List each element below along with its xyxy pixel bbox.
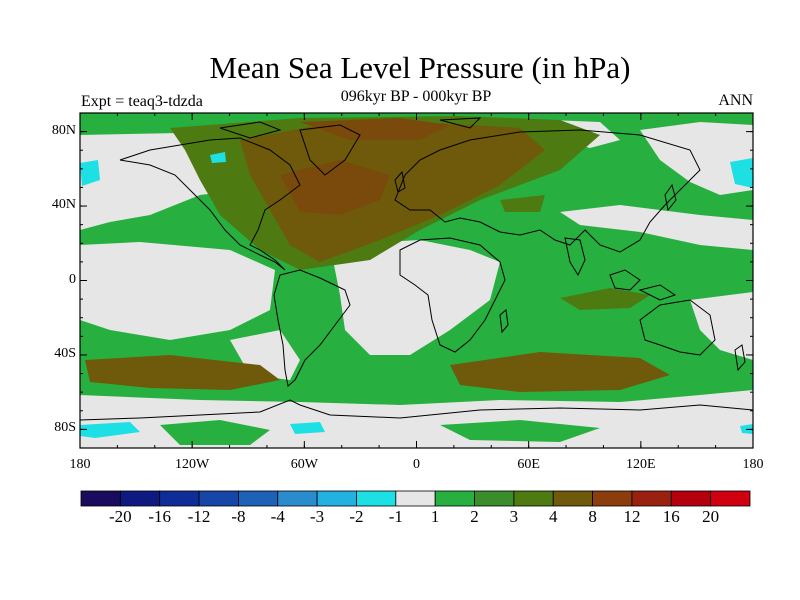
season-label: ANN (718, 92, 753, 109)
colorbar-label: 3 (509, 507, 519, 526)
field-cyan-pacific-east (730, 158, 753, 188)
lon-label: 0 (413, 457, 420, 472)
colorbar-swatch (159, 490, 200, 507)
colorbar-label: 8 (588, 507, 597, 526)
field-grey-atlantic-africa (330, 240, 500, 355)
colorbar-label: 16 (662, 507, 680, 526)
lat-label: 40N (51, 197, 76, 213)
field-green-antarctic (160, 420, 270, 445)
lon-label: 60E (517, 457, 540, 472)
field-olive-south-indian (450, 352, 670, 392)
colorbar-swatch (395, 490, 436, 507)
field-brown-arctic (300, 118, 450, 140)
colorbar-swatch (198, 490, 239, 507)
lon-label: 180 (69, 457, 91, 472)
field-green-antarctic-2 (440, 420, 600, 442)
field-grey-central-pacific (80, 242, 275, 340)
colorbar-label: 2 (470, 507, 479, 526)
colorbar-swatch (592, 490, 633, 507)
colorbar-swatch (631, 490, 672, 507)
lat-label: 80N (51, 122, 76, 138)
colorbar-label: -1 (388, 507, 403, 526)
pressure-field (80, 113, 753, 448)
colorbar-label: 20 (702, 507, 720, 526)
colorbar (80, 490, 751, 507)
field-grey-indian-ocean (560, 205, 753, 250)
field-cyan-antarctic-1 (80, 422, 140, 438)
colorbar-label: 4 (548, 507, 558, 526)
field-olive-south-pacific (85, 355, 280, 390)
field-brown-core (280, 160, 390, 215)
colorbar-swatch (513, 490, 554, 507)
colorbar-swatch (710, 490, 751, 507)
colorbar-swatch (80, 490, 121, 507)
field-olive-maritime (560, 288, 650, 310)
field-cyan-antarctic-2 (290, 422, 325, 434)
lon-label: 120E (626, 457, 656, 472)
lon-label: 180 (742, 457, 764, 472)
colorbar-swatch (238, 490, 279, 507)
map-subtitle: 096kyr BP - 000kyr BP (340, 88, 492, 105)
axis-ticks (79, 112, 754, 449)
lat-label: 40S (54, 345, 76, 361)
field-grey-south-pacific-east (690, 292, 753, 360)
experiment-label: Expt = teaq3-tdzda (81, 93, 203, 110)
colorbar-swatch (474, 490, 515, 507)
field-grey-ne-pacific (640, 122, 753, 195)
lat-label: 0 (69, 271, 76, 287)
colorbar-swatch (277, 490, 318, 507)
field-cyan-pacific-west (80, 160, 100, 186)
lat-label: 80S (54, 420, 76, 436)
colorbar-label: -8 (231, 507, 246, 526)
colorbar-label: -4 (270, 507, 285, 526)
colorbar-label: -20 (109, 507, 132, 526)
lon-label: 60W (290, 457, 318, 472)
colorbar-swatch (119, 490, 161, 507)
colorbar-label: -2 (349, 507, 364, 526)
coastlines (80, 117, 753, 421)
colorbar-swatch (670, 490, 712, 507)
colorbar-label: -12 (187, 507, 211, 526)
colorbar-label: -3 (310, 507, 325, 526)
colorbar-swatch (552, 490, 593, 507)
map-title: Mean Sea Level Pressure (in hPa) (209, 50, 631, 85)
field-cyan-greenland-west (210, 152, 226, 163)
field-olive-north-pacific-west (500, 195, 545, 212)
colorbar-swatch (316, 490, 357, 507)
colorbar-label: 12 (623, 507, 641, 526)
colorbar-swatch (356, 490, 397, 507)
colorbar-label: 1 (430, 507, 440, 526)
colorbar-label: -16 (148, 507, 172, 526)
field-olive-north-atlantic (240, 122, 545, 262)
lon-label: 120W (175, 457, 210, 472)
colorbar-swatch (434, 490, 475, 507)
